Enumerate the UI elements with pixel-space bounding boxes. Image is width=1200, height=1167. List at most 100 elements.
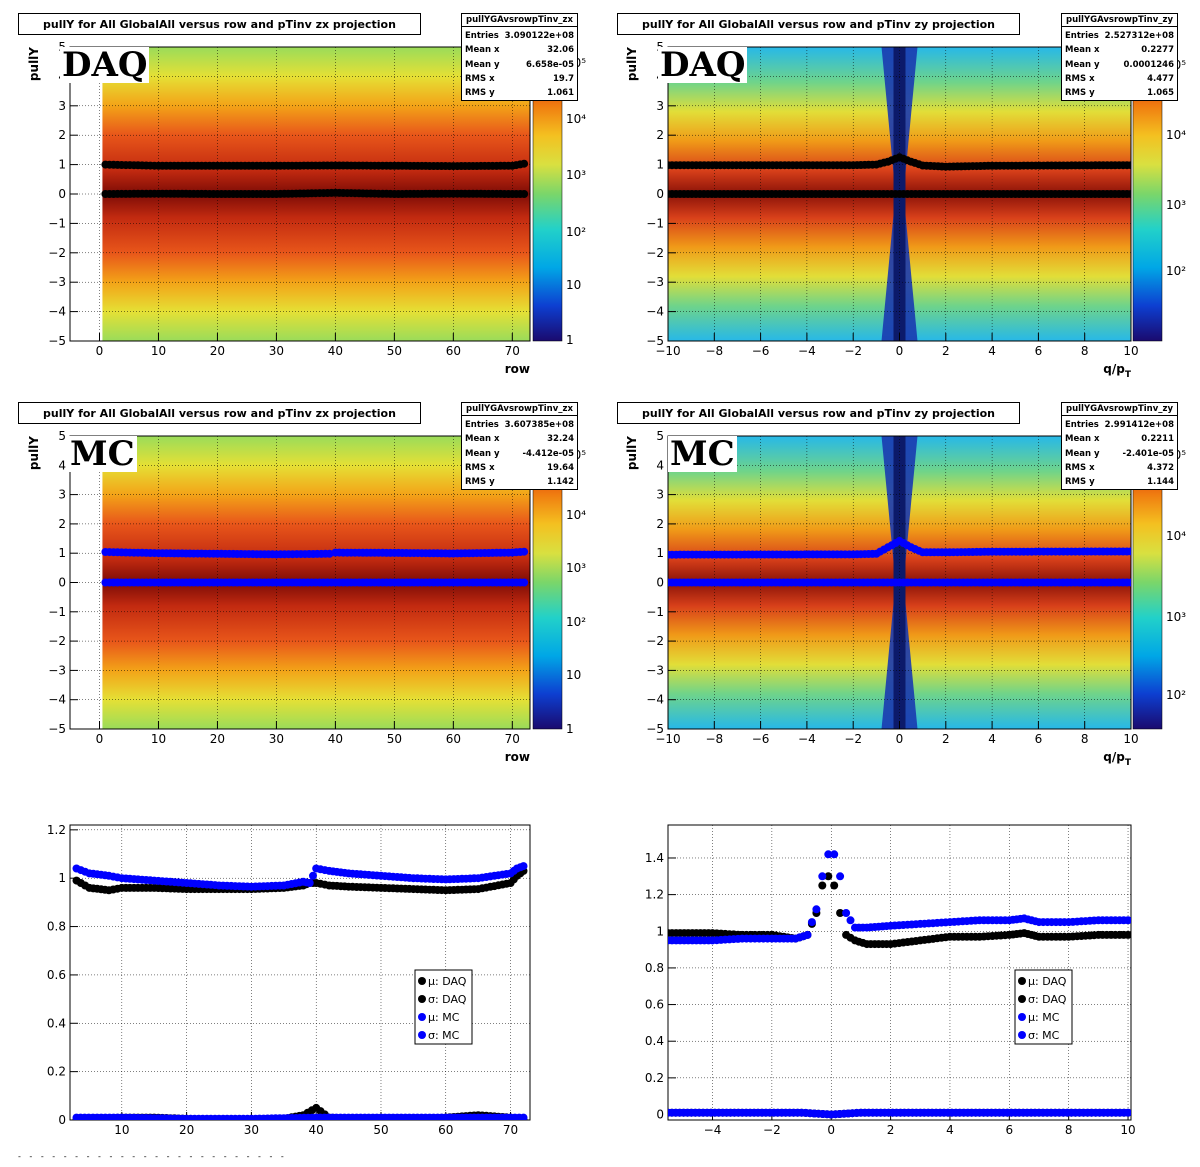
data-point <box>520 159 529 168</box>
colorbar-tick-label: 10³ <box>566 561 586 575</box>
x-axis-label-subscript: T <box>1125 370 1132 380</box>
colorbar-tick-label: 1 <box>566 722 574 736</box>
colorbar-tick-label: 10³ <box>566 168 586 182</box>
y-tick-label: 0.4 <box>47 1016 66 1030</box>
x-axis-label-text: row <box>505 362 530 376</box>
y-tick-label: −4 <box>48 305 66 319</box>
y-tick-label: −2 <box>646 246 664 260</box>
colorbar-tick-label: 10 <box>566 668 581 682</box>
colorbar-tick-label: 10² <box>1166 688 1186 702</box>
y-axis-label: pullY <box>625 47 639 81</box>
dataset-label: MC <box>668 434 737 474</box>
y-tick-label: 4 <box>58 458 66 472</box>
stats-value: 1.065 <box>1147 88 1174 99</box>
legend-marker <box>1018 995 1026 1003</box>
stats-row: RMS y 1.142 <box>465 475 574 489</box>
y-tick-label: −4 <box>48 693 66 707</box>
y-axis-label: pullY <box>625 436 639 470</box>
data-point <box>807 918 816 927</box>
stats-key: Mean x <box>1065 45 1100 56</box>
legend-label: σ: MC <box>1028 1029 1060 1042</box>
stats-row: Entries 2.991412e+08 <box>1065 418 1174 432</box>
y-tick-label: 3 <box>656 99 664 113</box>
stats-key: Mean x <box>465 45 500 56</box>
y-tick-label: −3 <box>48 275 66 289</box>
data-point <box>1124 930 1131 939</box>
y-tick-label: 3 <box>58 99 66 113</box>
colorbar-tick-label: 10⁴ <box>1166 529 1186 543</box>
series-markers <box>72 1113 528 1120</box>
stats-value: 2.527312e+08 <box>1104 31 1174 41</box>
x-tick-label: 4 <box>988 732 996 746</box>
series-markers <box>72 862 528 891</box>
x-tick-label: 70 <box>503 1123 518 1137</box>
y-tick-label: −3 <box>48 663 66 677</box>
legend-label: μ: DAQ <box>1028 975 1067 988</box>
y-tick-label: 1 <box>656 158 664 172</box>
legend-marker <box>418 995 426 1003</box>
legend-label: μ: MC <box>1028 1011 1060 1024</box>
stats-value: 0.2277 <box>1141 45 1174 56</box>
data-point <box>824 850 833 859</box>
stats-value: 32.06 <box>547 45 574 56</box>
x-tick-label: 4 <box>946 1123 954 1137</box>
y-tick-label: 1 <box>656 924 664 938</box>
y-axis-label: pullY <box>27 47 41 81</box>
y-tick-label: 5 <box>58 429 66 443</box>
x-tick-label: 50 <box>387 344 402 358</box>
stats-row: Mean x 32.06 <box>465 43 574 57</box>
stats-box: pullYGAvsrowpTinv_zy Entries 2.527312e+08 M… <box>1061 13 1178 101</box>
stats-key: RMS x <box>1065 73 1095 84</box>
y-tick-label: 2 <box>58 128 66 142</box>
data-point <box>818 872 827 881</box>
legend-marker <box>1018 1013 1026 1021</box>
y-tick-label: −3 <box>646 663 664 677</box>
y-tick-label: 0.4 <box>645 1034 664 1048</box>
panel-daq-row: 010203040506070−5−4−3−2−1012345rowpullY1… <box>27 40 586 376</box>
data-point <box>836 909 845 917</box>
footer-note: - - - - - - - - - - - - - - - - - - - - … <box>18 1152 287 1161</box>
y-tick-label: 1 <box>58 871 66 885</box>
x-axis-label-subscript: T <box>1125 758 1132 768</box>
stats-row: Mean y -2.401e-05 <box>1065 447 1174 461</box>
x-tick-label: 0 <box>96 344 104 358</box>
legend-label: μ: MC <box>428 1011 460 1024</box>
x-axis-label-text: q/p <box>1103 362 1125 376</box>
y-tick-label: −1 <box>48 605 66 619</box>
legend-label: μ: DAQ <box>428 975 467 988</box>
x-tick-label: −4 <box>798 732 816 746</box>
x-tick-label: 10 <box>114 1123 129 1137</box>
stats-value: 2.991412e+08 <box>1104 420 1174 430</box>
y-tick-label: −5 <box>48 334 66 348</box>
x-tick-label: −6 <box>752 732 770 746</box>
x-tick-label: 8 <box>1065 1123 1073 1137</box>
colorbar-tick-label: 10² <box>566 615 586 629</box>
stats-key: RMS x <box>465 73 495 84</box>
stats-key: RMS x <box>1065 462 1095 473</box>
x-tick-label: −4 <box>704 1123 722 1137</box>
y-tick-label: 0 <box>656 187 664 201</box>
x-tick-label: 2 <box>942 732 950 746</box>
data-point <box>818 881 827 890</box>
stats-value: 1.061 <box>547 88 574 99</box>
overlay-profile <box>668 190 1131 198</box>
stats-row: RMS x 4.477 <box>1065 72 1174 86</box>
colorbar-tick-label: 10⁴ <box>1166 128 1186 142</box>
y-axis-label: pullY <box>27 436 41 470</box>
x-axis-label: q/pT <box>1103 750 1132 768</box>
stats-key: Mean x <box>1065 434 1100 445</box>
data-point <box>1124 1108 1131 1117</box>
x-tick-label: 50 <box>373 1123 388 1137</box>
overlay-profile <box>101 159 529 171</box>
x-tick-label: 60 <box>446 344 461 358</box>
x-tick-label: 20 <box>210 732 225 746</box>
stats-value: 3.607385e+08 <box>504 420 574 430</box>
data-point <box>1127 578 1131 587</box>
stats-key: Entries <box>1065 31 1099 41</box>
x-tick-label: 30 <box>244 1123 259 1137</box>
stats-value: 1.144 <box>1147 477 1174 488</box>
y-tick-label: 0 <box>58 576 66 590</box>
stats-box: pullYGAvsrowpTinv_zx Entries 3.090122e+08 M… <box>461 13 578 101</box>
x-tick-label: 10 <box>1123 732 1138 746</box>
